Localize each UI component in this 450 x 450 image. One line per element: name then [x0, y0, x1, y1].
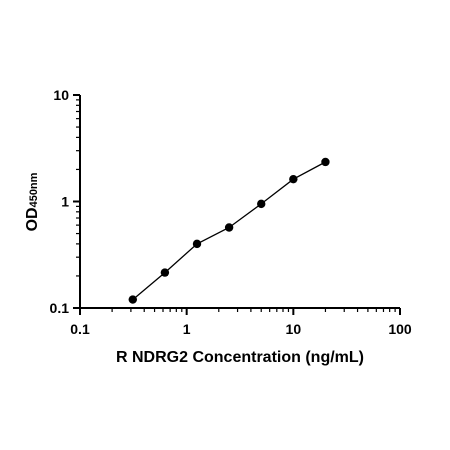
y-axis-label-main: OD: [24, 207, 41, 231]
x-tick-label: 1: [183, 321, 191, 337]
x-axis: 0.1 1 10 100: [70, 307, 412, 337]
y-axis-label-sub: 450nm: [28, 172, 40, 207]
y-axis-label: OD450nm: [24, 172, 41, 231]
y-tick-label: 0.1: [50, 300, 70, 316]
data-point: [321, 157, 330, 167]
data-points: [128, 157, 330, 304]
y-tick-label: 10: [53, 87, 69, 103]
data-point: [128, 295, 137, 304]
data-point: [257, 199, 266, 209]
x-tick-label: 10: [286, 321, 302, 337]
data-point: [289, 174, 298, 184]
x-tick-label: 100: [388, 321, 412, 337]
y-axis: 0.1 1 10: [50, 87, 81, 316]
data-point: [160, 268, 170, 277]
x-axis-label: R NDRG2 Concentration (ng/mL): [116, 349, 364, 366]
y-tick-label: 1: [61, 194, 69, 210]
data-point: [224, 223, 234, 232]
x-tick-label: 0.1: [70, 321, 90, 337]
data-point: [192, 239, 202, 249]
